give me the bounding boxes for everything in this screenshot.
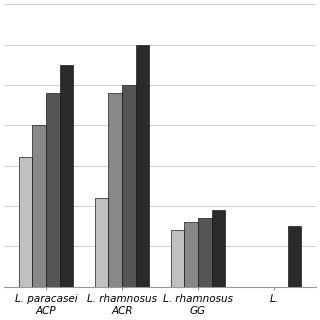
Bar	[198, 218, 212, 287]
Bar	[122, 85, 136, 287]
Bar	[288, 226, 301, 287]
Bar	[95, 198, 108, 287]
Bar	[19, 157, 32, 287]
Bar	[32, 125, 46, 287]
Bar	[108, 93, 122, 287]
Bar	[212, 210, 225, 287]
Bar	[171, 230, 184, 287]
Bar	[46, 93, 60, 287]
Bar	[60, 65, 73, 287]
Bar	[136, 44, 149, 287]
Bar	[184, 222, 198, 287]
